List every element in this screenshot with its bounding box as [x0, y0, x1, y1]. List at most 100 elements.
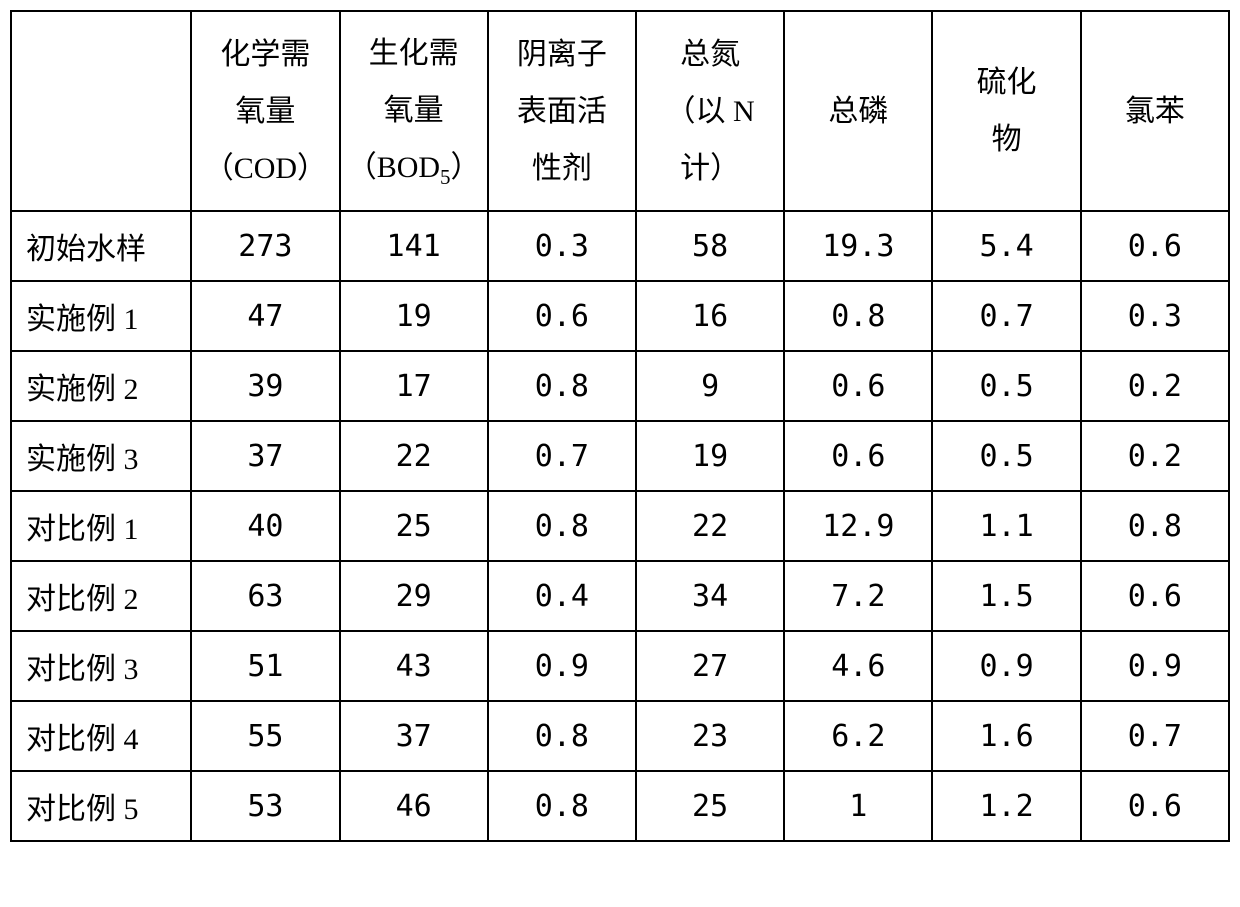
- header-empty: [11, 11, 191, 211]
- header-sulfide-line1: 硫化: [977, 66, 1037, 99]
- data-cell: 0.3: [1081, 281, 1229, 351]
- data-cell: 43: [340, 631, 488, 701]
- data-cell: 0.4: [488, 561, 636, 631]
- header-nitrogen: 总氮 （以 N 计）: [636, 11, 784, 211]
- table-row: 对比例 553460.82511.20.6: [11, 771, 1229, 841]
- data-cell: 4.6: [784, 631, 932, 701]
- data-cell: 34: [636, 561, 784, 631]
- data-cell: 39: [191, 351, 339, 421]
- data-cell: 0.6: [1081, 211, 1229, 281]
- data-cell: 63: [191, 561, 339, 631]
- header-phosphorus: 总磷: [784, 11, 932, 211]
- data-cell: 0.8: [488, 771, 636, 841]
- data-cell: 25: [636, 771, 784, 841]
- row-label: 初始水样: [11, 211, 191, 281]
- data-cell: 0.3: [488, 211, 636, 281]
- row-label: 对比例 3: [11, 631, 191, 701]
- data-table: 化学需 氧量 （COD） 生化需 氧量 （BOD5） 阴离子 表面活 性剂 总氮…: [10, 10, 1230, 842]
- table-header: 化学需 氧量 （COD） 生化需 氧量 （BOD5） 阴离子 表面活 性剂 总氮…: [11, 11, 1229, 211]
- table-row: 实施例 239170.890.60.50.2: [11, 351, 1229, 421]
- table-row: 对比例 263290.4347.21.50.6: [11, 561, 1229, 631]
- data-cell: 1.5: [932, 561, 1080, 631]
- data-cell: 0.6: [784, 421, 932, 491]
- table-row: 实施例 147190.6160.80.70.3: [11, 281, 1229, 351]
- table-body: 初始水样2731410.35819.35.40.6实施例 147190.6160…: [11, 211, 1229, 841]
- data-cell: 0.6: [488, 281, 636, 351]
- data-cell: 0.5: [932, 421, 1080, 491]
- data-cell: 40: [191, 491, 339, 561]
- data-cell: 47: [191, 281, 339, 351]
- data-cell: 46: [340, 771, 488, 841]
- data-cell: 6.2: [784, 701, 932, 771]
- data-cell: 17: [340, 351, 488, 421]
- header-phosphorus-line1: 总磷: [828, 95, 888, 128]
- data-cell: 16: [636, 281, 784, 351]
- header-cod-line1: 化学需: [220, 38, 310, 71]
- data-cell: 22: [636, 491, 784, 561]
- data-cell: 0.8: [1081, 491, 1229, 561]
- row-label: 对比例 4: [11, 701, 191, 771]
- data-cell: 0.7: [488, 421, 636, 491]
- header-nitrogen-line2: （以 N: [666, 95, 755, 128]
- data-cell: 0.8: [488, 351, 636, 421]
- table-row: 对比例 351430.9274.60.90.9: [11, 631, 1229, 701]
- header-cod: 化学需 氧量 （COD）: [191, 11, 339, 211]
- data-cell: 0.6: [784, 351, 932, 421]
- row-label: 对比例 1: [11, 491, 191, 561]
- data-cell: 0.2: [1081, 351, 1229, 421]
- data-cell: 9: [636, 351, 784, 421]
- row-label: 对比例 2: [11, 561, 191, 631]
- data-cell: 0.7: [932, 281, 1080, 351]
- data-cell: 19: [340, 281, 488, 351]
- row-label: 实施例 2: [11, 351, 191, 421]
- header-bod5-line1: 生化需: [369, 37, 459, 70]
- data-cell: 0.8: [488, 701, 636, 771]
- header-row: 化学需 氧量 （COD） 生化需 氧量 （BOD5） 阴离子 表面活 性剂 总氮…: [11, 11, 1229, 211]
- header-anionic-line1: 阴离子: [517, 38, 607, 71]
- data-cell: 25: [340, 491, 488, 561]
- header-chlorobenzene-line1: 氯苯: [1125, 95, 1185, 128]
- data-cell: 0.9: [1081, 631, 1229, 701]
- table-row: 初始水样2731410.35819.35.40.6: [11, 211, 1229, 281]
- header-sulfide-line2: 物: [992, 123, 1022, 156]
- data-cell: 19: [636, 421, 784, 491]
- data-cell: 37: [340, 701, 488, 771]
- data-cell: 1.2: [932, 771, 1080, 841]
- data-cell: 55: [191, 701, 339, 771]
- header-nitrogen-line3: 计）: [680, 152, 740, 185]
- header-anionic-line2: 表面活: [517, 95, 607, 128]
- data-cell: 12.9: [784, 491, 932, 561]
- header-bod5-line2: 氧量: [384, 94, 444, 127]
- data-cell: 0.6: [1081, 771, 1229, 841]
- row-label: 实施例 1: [11, 281, 191, 351]
- data-cell: 0.6: [1081, 561, 1229, 631]
- header-nitrogen-line1: 总氮: [680, 38, 740, 71]
- data-cell: 0.5: [932, 351, 1080, 421]
- data-cell: 0.8: [488, 491, 636, 561]
- table-row: 实施例 337220.7190.60.50.2: [11, 421, 1229, 491]
- row-label: 对比例 5: [11, 771, 191, 841]
- data-cell: 0.7: [1081, 701, 1229, 771]
- data-cell: 19.3: [784, 211, 932, 281]
- data-cell: 23: [636, 701, 784, 771]
- data-cell: 0.9: [488, 631, 636, 701]
- data-cell: 7.2: [784, 561, 932, 631]
- header-sulfide: 硫化 物: [932, 11, 1080, 211]
- header-anionic-line3: 性剂: [532, 152, 592, 185]
- data-cell: 58: [636, 211, 784, 281]
- data-cell: 0.2: [1081, 421, 1229, 491]
- data-cell: 53: [191, 771, 339, 841]
- data-cell: 51: [191, 631, 339, 701]
- table-row: 对比例 455370.8236.21.60.7: [11, 701, 1229, 771]
- data-cell: 0.8: [784, 281, 932, 351]
- data-cell: 5.4: [932, 211, 1080, 281]
- data-cell: 141: [340, 211, 488, 281]
- table-row: 对比例 140250.82212.91.10.8: [11, 491, 1229, 561]
- header-chlorobenzene: 氯苯: [1081, 11, 1229, 211]
- header-anionic: 阴离子 表面活 性剂: [488, 11, 636, 211]
- header-bod5: 生化需 氧量 （BOD5）: [340, 11, 488, 211]
- data-cell: 1.1: [932, 491, 1080, 561]
- data-cell: 273: [191, 211, 339, 281]
- data-cell: 1.6: [932, 701, 1080, 771]
- data-cell: 27: [636, 631, 784, 701]
